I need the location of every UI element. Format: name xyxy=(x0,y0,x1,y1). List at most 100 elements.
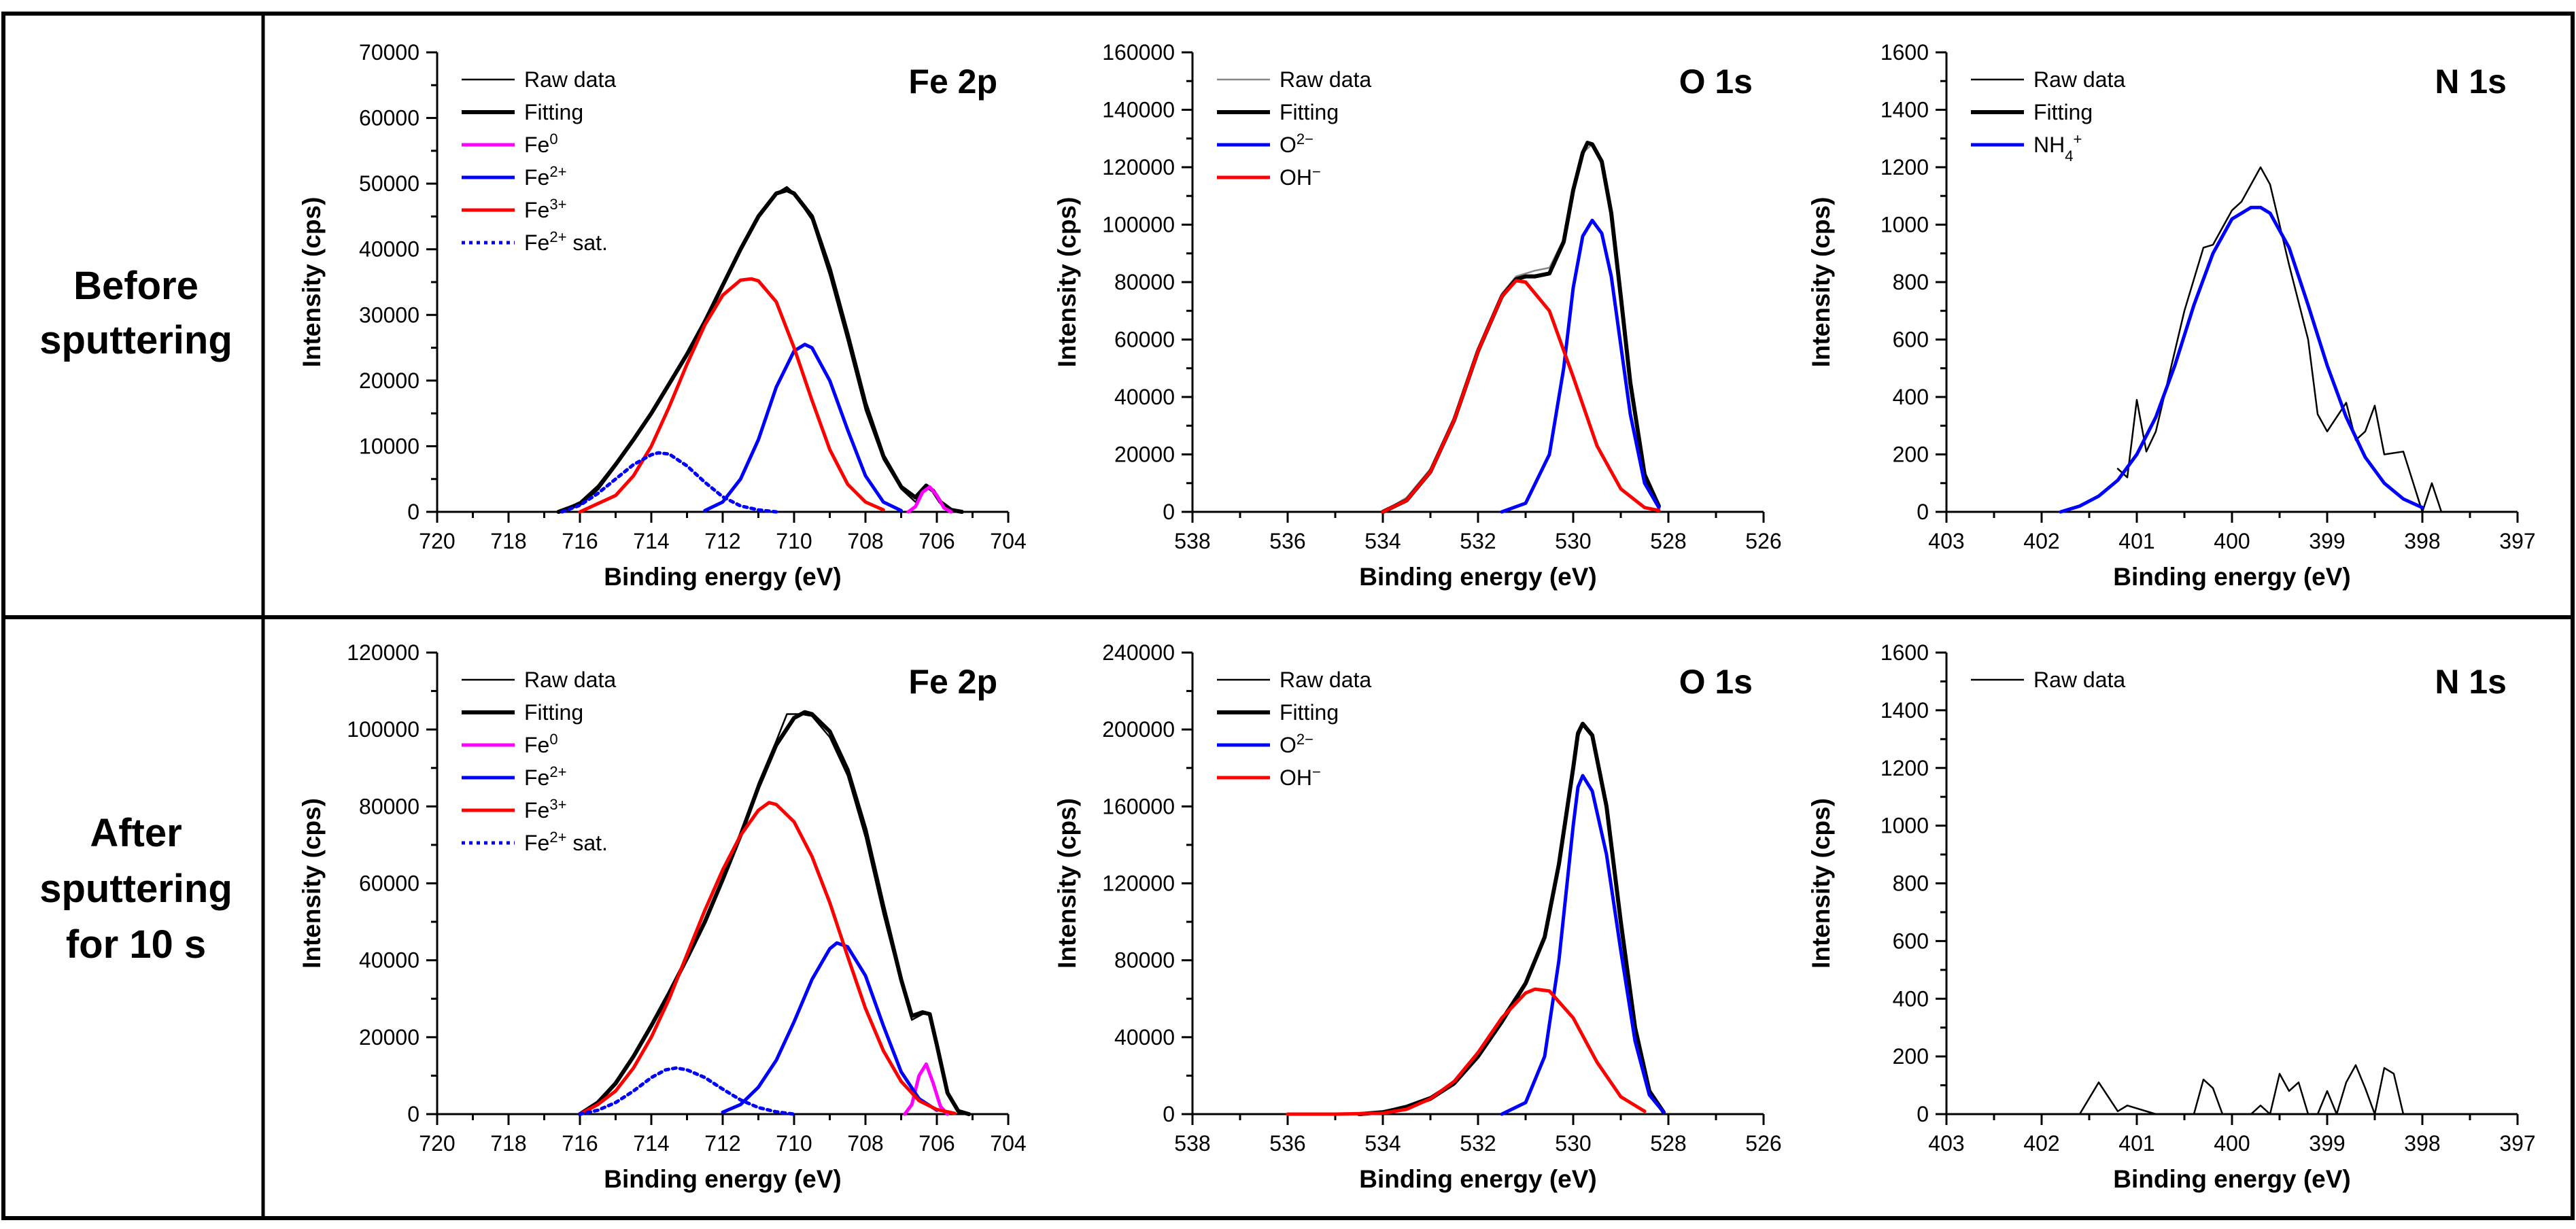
x-tick-label: 704 xyxy=(990,529,1026,553)
legend-label: Fitting xyxy=(1280,700,1339,725)
x-axis-label: Binding energy (eV) xyxy=(2113,1165,2350,1193)
panel-title: Fe 2p xyxy=(908,663,997,701)
row-label-after-line3: for 10 s xyxy=(66,922,206,967)
y-tick-label: 20000 xyxy=(359,1025,419,1050)
series-line-red xyxy=(578,277,885,514)
y-tick-label: 100000 xyxy=(347,717,419,742)
y-tick-label: 60000 xyxy=(1114,328,1175,352)
y-tick-label: 400 xyxy=(1893,385,1929,409)
series-line-blue xyxy=(1500,774,1666,1116)
y-tick-label: 800 xyxy=(1893,871,1929,896)
x-tick-label: 720 xyxy=(419,1131,455,1156)
row-label-before-line2: sputtering xyxy=(39,318,233,362)
x-tick-label: 708 xyxy=(847,1131,883,1156)
x-tick-label: 401 xyxy=(2118,529,2154,553)
series-line-blue xyxy=(703,343,903,513)
y-tick-label: 1400 xyxy=(1881,698,1929,723)
y-axis-label: Intensity (cps) xyxy=(1807,197,1835,368)
y-tick-label: 60000 xyxy=(359,106,419,131)
x-tick-label: 399 xyxy=(2309,529,2345,553)
x-tick-label: 400 xyxy=(2214,1131,2250,1156)
x-tick-label: 532 xyxy=(1460,529,1496,553)
x-tick-label: 720 xyxy=(419,529,455,553)
legend-label: Fe3+ xyxy=(524,196,566,223)
x-tick-label: 718 xyxy=(490,529,526,553)
series-line-fe0 xyxy=(906,485,953,514)
x-tick-label: 403 xyxy=(1928,529,1964,553)
y-tick-label: 40000 xyxy=(1114,385,1175,409)
x-axis-label: Binding energy (eV) xyxy=(1359,563,1596,591)
y-tick-label: 60000 xyxy=(359,871,419,896)
y-tick-label: 120000 xyxy=(347,640,419,665)
x-axis-label: Binding energy (eV) xyxy=(1359,1165,1596,1193)
panel-title: O 1s xyxy=(1679,663,1753,701)
legend-label: NH4+ xyxy=(2033,131,2082,165)
legend-label: Fe3+ xyxy=(524,796,566,823)
y-tick-label: 400 xyxy=(1893,986,1929,1011)
x-tick-label: 398 xyxy=(2404,529,2440,553)
series-line-fe0 xyxy=(903,1062,950,1116)
y-tick-label: 800 xyxy=(1893,270,1929,294)
x-tick-label: 399 xyxy=(2309,1131,2345,1156)
y-tick-label: 100000 xyxy=(1102,213,1175,237)
x-tick-label: 528 xyxy=(1650,1131,1686,1156)
x-tick-label: 402 xyxy=(2023,529,2059,553)
series-line-thin xyxy=(2059,1064,2414,1115)
x-tick-label: 397 xyxy=(2499,529,2535,553)
series-line-thin xyxy=(2116,166,2443,513)
chart-fe-before: 720 718 716 714 712 710 708 706 704 0 10000 20000 30… xyxy=(298,40,1027,591)
y-axis-label: Intensity (cps) xyxy=(298,798,326,969)
x-axis-label: Binding energy (eV) xyxy=(604,563,841,591)
x-tick-label: 534 xyxy=(1364,529,1401,553)
x-tick-label: 532 xyxy=(1460,1131,1496,1156)
panel-title: N 1s xyxy=(2435,63,2507,101)
y-tick-label: 120000 xyxy=(1102,155,1175,179)
legend-label: Raw data xyxy=(2033,67,2125,92)
x-tick-label: 538 xyxy=(1174,529,1210,553)
y-tick-label: 40000 xyxy=(359,948,419,973)
legend-label: Fe2+ sat. xyxy=(524,829,608,856)
y-tick-label: 1600 xyxy=(1881,40,1929,65)
y-tick-label: 1600 xyxy=(1881,640,1929,665)
y-tick-label: 40000 xyxy=(1114,1025,1175,1050)
row-label-after-line1: After xyxy=(90,811,182,855)
y-tick-label: 1400 xyxy=(1881,98,1929,122)
x-tick-label: 398 xyxy=(2404,1131,2440,1156)
x-tick-label: 718 xyxy=(490,1131,526,1156)
legend-label: O2− xyxy=(1280,131,1313,158)
chart-o-before: 538 536 534 532 530 528 526 0 20000 40000 60000 800… xyxy=(1053,40,1782,591)
y-tick-label: 0 xyxy=(1917,1102,1929,1126)
y-axis-label: Intensity (cps) xyxy=(1053,197,1081,368)
row-label-after-line2: sputtering xyxy=(39,867,233,911)
x-tick-label: 536 xyxy=(1269,1131,1305,1156)
x-tick-label: 712 xyxy=(704,1131,740,1156)
series-line-thick xyxy=(578,710,972,1116)
series-line-thick xyxy=(556,188,964,514)
legend-label: Fe0 xyxy=(524,731,558,758)
x-tick-label: 710 xyxy=(776,529,812,553)
series-line-blue xyxy=(2059,205,2424,514)
x-tick-label: 716 xyxy=(562,529,598,553)
legend-label: Fe0 xyxy=(524,131,558,158)
chart-n-after: 403 402 401 400 399 398 397 0 200 400 600 800 1000 12… xyxy=(1807,640,2536,1193)
y-tick-label: 80000 xyxy=(1114,270,1175,294)
x-tick-label: 536 xyxy=(1269,529,1305,553)
y-tick-label: 120000 xyxy=(1102,871,1175,896)
series-line-red xyxy=(578,801,957,1116)
y-tick-label: 1000 xyxy=(1881,814,1929,838)
legend-label: Fitting xyxy=(2033,100,2093,124)
y-tick-label: 0 xyxy=(1163,1102,1175,1126)
x-tick-label: 534 xyxy=(1364,1131,1401,1156)
x-tick-label: 401 xyxy=(2118,1131,2154,1156)
x-axis-label: Binding energy (eV) xyxy=(604,1165,841,1193)
y-tick-label: 1200 xyxy=(1881,155,1929,179)
series-line-blue xyxy=(721,941,939,1114)
y-axis-label: Intensity (cps) xyxy=(298,197,326,368)
legend-label: Raw data xyxy=(524,668,616,692)
y-tick-label: 200 xyxy=(1893,443,1929,467)
y-tick-label: 200000 xyxy=(1102,717,1175,742)
legend-label: O2− xyxy=(1280,731,1313,758)
y-tick-label: 30000 xyxy=(359,302,419,327)
y-tick-label: 0 xyxy=(407,500,419,524)
